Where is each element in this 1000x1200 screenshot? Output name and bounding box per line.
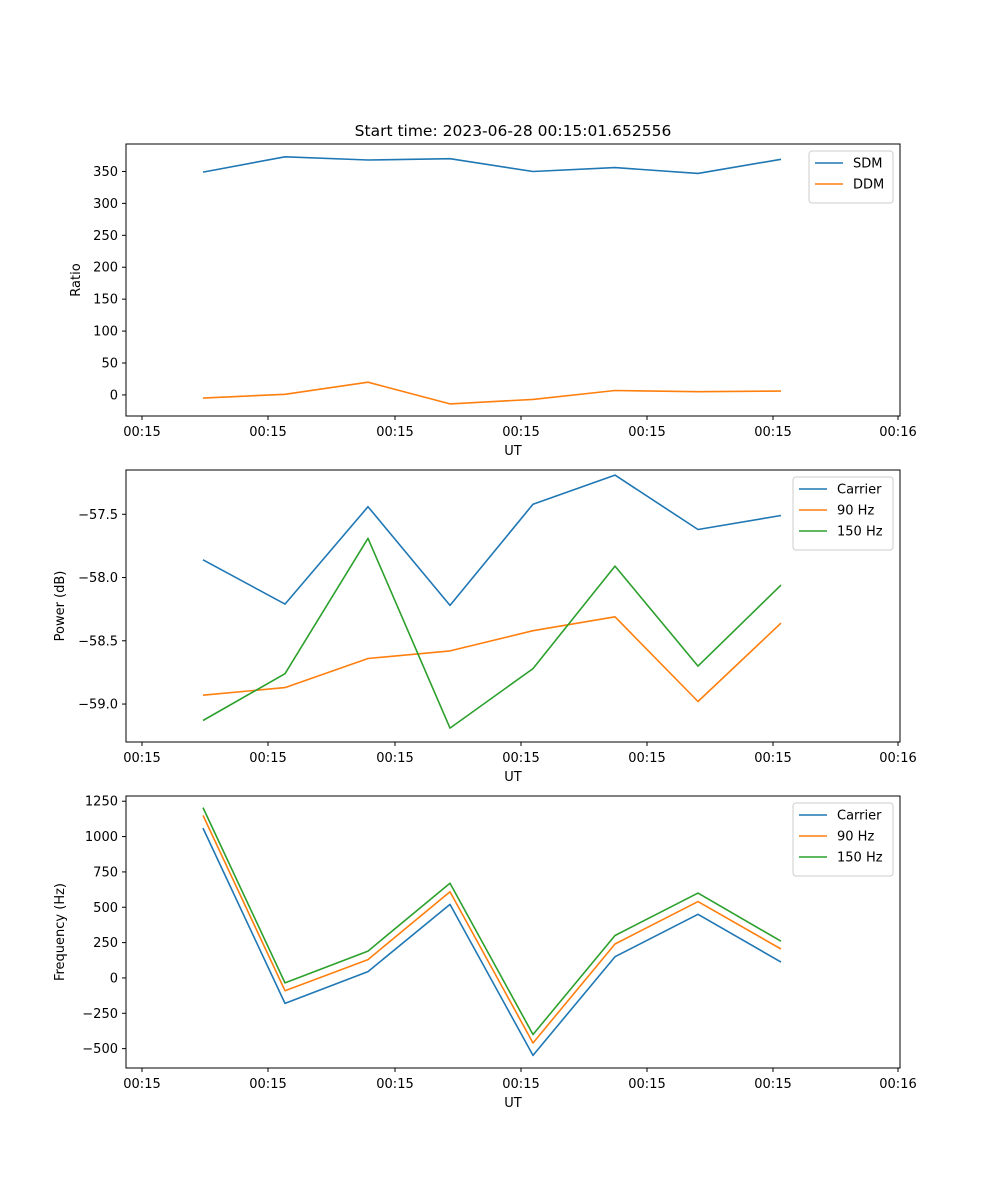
- series-line-90-hz: [202, 815, 782, 1044]
- y-tick-label: 1250: [85, 795, 118, 810]
- legend-label: Carrier: [837, 809, 882, 824]
- x-axis-label: UT: [504, 770, 522, 785]
- y-tick-label: −58.5: [78, 634, 118, 649]
- ratio-panel: 00:15 00:15 00:15 00:15 00:15 00:15 00:16 0 50 10…: [69, 143, 917, 459]
- x-tick-label: 00:15: [249, 425, 286, 440]
- y-tick-label: 50: [101, 357, 118, 372]
- y-tick-label: 150: [93, 293, 118, 308]
- x-tick-label: 00:16: [879, 425, 916, 440]
- legend-label: 150 Hz: [837, 851, 883, 866]
- x-tick-label: 00:15: [123, 425, 160, 440]
- axes-frame: [125, 795, 901, 1069]
- frequency-panel: 00:15 00:15 00:15 00:15 00:15 00:15 00:16 −500 −…: [53, 795, 917, 1111]
- series-line-ddm: [202, 381, 782, 405]
- legend-label: DDM: [853, 178, 884, 193]
- y-tick-label: 0: [110, 388, 118, 403]
- y-tick-label: −59.0: [78, 698, 118, 713]
- y-axis-label: Ratio: [69, 263, 84, 296]
- y-tick-label: −58.0: [78, 571, 118, 586]
- x-tick-label: 00:15: [249, 751, 286, 766]
- x-tick-label: 00:16: [879, 1077, 916, 1092]
- y-axis-label: Frequency (Hz): [53, 883, 68, 981]
- x-tick-label: 00:15: [123, 1077, 160, 1092]
- series-line-sdm: [202, 156, 782, 175]
- series-line-150-hz: [202, 537, 782, 729]
- series-line-carrier: [202, 827, 782, 1057]
- x-tick-label: 00:15: [754, 1077, 791, 1092]
- legend: SDM DDM: [808, 150, 894, 204]
- y-tick-label: −500: [82, 1042, 118, 1057]
- legend: Carrier 90 Hz 150 Hz: [792, 802, 894, 877]
- series-line-carrier: [202, 474, 782, 607]
- x-tick-label: 00:15: [502, 751, 539, 766]
- x-tick-label: 00:15: [754, 425, 791, 440]
- axes-frame: [125, 469, 901, 743]
- series-line-150-hz: [202, 807, 782, 1036]
- x-tick-label: 00:15: [754, 751, 791, 766]
- x-tick-label: 00:15: [376, 425, 413, 440]
- axes-frame: [125, 143, 901, 417]
- y-tick-label: 100: [93, 325, 118, 340]
- y-tick-label: 1000: [85, 830, 118, 845]
- legend: Carrier 90 Hz 150 Hz: [792, 476, 894, 551]
- x-tick-label: 00:15: [628, 425, 665, 440]
- y-tick-label: 500: [93, 901, 118, 916]
- x-tick-label: 00:15: [376, 1077, 413, 1092]
- legend-label: SDM: [853, 157, 882, 172]
- power-panel: 00:15 00:15 00:15 00:15 00:15 00:15 00:16 −59.0…: [53, 469, 917, 785]
- y-tick-label: 750: [93, 865, 118, 880]
- y-tick-label: 0: [110, 971, 118, 986]
- x-tick-label: 00:15: [249, 1077, 286, 1092]
- y-tick-label: 200: [93, 261, 118, 276]
- legend-label: Carrier: [837, 483, 882, 498]
- figure-title: Start time: 2023-06-28 00:15:01.652556: [355, 122, 672, 140]
- x-axis-label: UT: [504, 1096, 522, 1111]
- x-tick-label: 00:15: [123, 751, 160, 766]
- y-tick-label: 350: [93, 165, 118, 180]
- y-axis-label: Power (dB): [53, 571, 68, 642]
- x-tick-label: 00:16: [879, 751, 916, 766]
- x-axis-label: UT: [504, 444, 522, 459]
- x-tick-label: 00:15: [628, 1077, 665, 1092]
- x-tick-label: 00:15: [628, 751, 665, 766]
- x-tick-label: 00:15: [502, 425, 539, 440]
- y-tick-label: 300: [93, 197, 118, 212]
- series-line-90-hz: [202, 615, 782, 703]
- y-tick-label: −250: [82, 1007, 118, 1022]
- legend-label: 90 Hz: [837, 830, 874, 845]
- y-tick-label: −57.5: [78, 508, 118, 523]
- x-tick-label: 00:15: [502, 1077, 539, 1092]
- y-tick-label: 250: [93, 229, 118, 244]
- legend-label: 150 Hz: [837, 525, 883, 540]
- y-tick-label: 250: [93, 936, 118, 951]
- legend-box: [808, 150, 894, 204]
- x-tick-label: 00:15: [376, 751, 413, 766]
- legend-label: 90 Hz: [837, 504, 874, 519]
